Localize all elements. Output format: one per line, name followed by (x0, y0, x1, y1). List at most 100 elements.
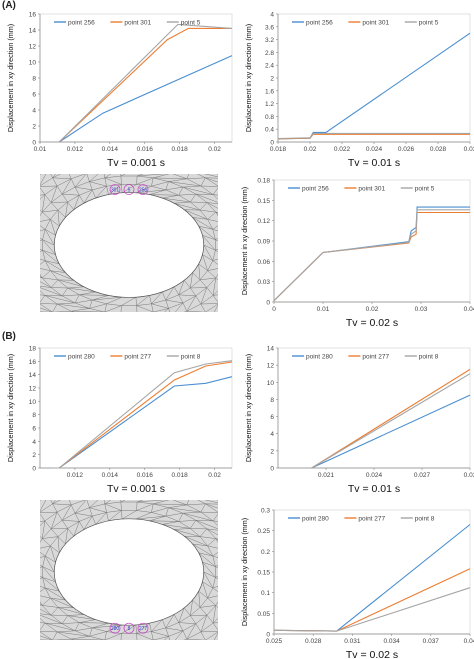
y-tick-label: 8 (270, 397, 274, 404)
y-tick-label: 1.6 (265, 88, 274, 95)
legend-label: point 8 (415, 516, 435, 523)
legend-label: point 277 (358, 516, 385, 523)
chart-a2: 0 0.4 0.8 1.2 1.6 2 2.4 2.8 3.2 3.6 4 0.018 0.02 0.02… (244, 12, 474, 170)
x-tick-label: 0.024 (366, 472, 383, 479)
x-tick-label: 0.02 (208, 146, 221, 153)
legend-label: point 256 (306, 20, 333, 27)
legend-label: point 280 (306, 354, 333, 361)
y-axis-label: Displacement in xy direction (mm) (244, 354, 253, 462)
x-tick-label: 0.02 (304, 146, 317, 153)
x-tick-label: 0.03 (464, 146, 474, 153)
y-tick-label: 2.4 (265, 63, 274, 70)
legend-label: point 280 (302, 516, 329, 523)
plot-area (39, 13, 233, 143)
y-tick-label: 0.09 (257, 239, 270, 246)
y-tick-label: 10 (29, 399, 37, 406)
y-tick-label: 10 (29, 60, 37, 67)
y-tick-label: 2 (32, 452, 36, 459)
y-tick-label: 4 (270, 431, 274, 438)
y-tick-label: 2 (270, 76, 274, 83)
mesh-svg: 280 8 277 (40, 500, 218, 640)
series-line-point-280 (311, 394, 471, 469)
y-tick-label: 0 (266, 300, 270, 307)
node-marker-circle (137, 184, 149, 195)
y-tick-label: 0 (32, 466, 36, 473)
y-tick-label: 14 (29, 372, 37, 379)
chart-a3: 0 0.03 0.06 0.09 0.12 0.15 0.18 0 0.01 0.02 0.03 0.… (240, 178, 474, 330)
x-axis-label: Tv = 0.001 s (107, 483, 165, 495)
hole (53, 518, 205, 626)
x-tick-label: 0.037 (423, 638, 440, 645)
node-marker-label: 301 (111, 187, 120, 193)
x-tick-label: 0.014 (102, 146, 119, 153)
series-line-point-301 (58, 27, 232, 143)
y-tick-label: 12 (267, 363, 275, 370)
plot-area (273, 179, 471, 303)
y-tick-label: 6 (32, 426, 36, 433)
x-tick-label: 0.028 (430, 146, 447, 153)
node-marker-circle (109, 622, 121, 634)
x-tick-label: 0.03 (415, 306, 428, 313)
node-marker-circle (109, 184, 121, 195)
x-tick-label: 0.016 (137, 472, 154, 479)
x-tick-label: 0.024 (366, 146, 383, 153)
y-tick-label: 0.18 (257, 178, 270, 185)
x-axis-label: Tv = 0.02 s (346, 317, 398, 329)
node-marker-label: 8 (128, 626, 131, 632)
y-tick-label: 0.15 (257, 198, 270, 205)
y-tick-label: 6 (32, 92, 36, 99)
node-marker-circle (123, 184, 135, 195)
x-tick-label: 0.025 (266, 638, 283, 645)
y-axis-label: Displacement in xy direction (mm) (240, 187, 249, 295)
chart-a1: 0 2 4 6 8 10 12 14 16 0.01 0.012 0.014 0.016 0.018 0.0… (6, 12, 233, 169)
x-tick-label: 0.018 (171, 146, 188, 153)
node-marker-label: 277 (139, 626, 148, 632)
y-tick-label: 0.05 (257, 611, 270, 618)
mesh-figure-a: 301 5 256 (40, 174, 218, 312)
y-tick-label: 0 (32, 140, 36, 147)
x-tick-label: 0.031 (344, 638, 361, 645)
series-line-point-5 (58, 23, 233, 143)
panel-label-b: (B) (2, 331, 16, 342)
series-line-point-8 (273, 587, 471, 632)
plot-area (39, 347, 233, 469)
x-axis-label: Tv = 0.01 s (348, 157, 400, 169)
y-tick-label: 4 (32, 439, 36, 446)
x-tick-label: 0.012 (67, 472, 84, 479)
node-marker-circle (123, 622, 135, 634)
legend-label: point 256 (302, 186, 329, 193)
x-tick-label: 0.02 (208, 472, 221, 479)
x-tick-label: 0.026 (398, 146, 415, 153)
x-tick-label: 0.012 (67, 146, 84, 153)
x-tick-label: 0.03 (464, 472, 474, 479)
legend-label: point 8 (181, 354, 201, 361)
y-tick-label: 0.3 (261, 508, 270, 515)
y-axis-label: Displacement in xy direction (mm) (6, 24, 15, 132)
node-marker-label: 5 (128, 187, 131, 193)
x-tick-label: 0.04 (464, 638, 474, 645)
y-tick-label: 16 (29, 359, 37, 366)
legend-label: point 5 (181, 20, 201, 27)
y-tick-label: 4 (270, 12, 274, 19)
y-tick-label: 12 (29, 44, 37, 51)
x-tick-label: 0.021 (318, 472, 335, 479)
x-tick-label: 0.04 (464, 306, 474, 313)
x-axis-label: Tv = 0.001 s (107, 157, 165, 169)
node-marker-label: 280 (111, 626, 120, 632)
y-tick-label: 12 (29, 386, 37, 393)
panel-label-a: (A) (2, 0, 16, 11)
x-tick-label: 0.018 (171, 472, 188, 479)
series-line-point-5 (273, 209, 470, 301)
series-line-point-8 (311, 373, 471, 469)
mesh-svg: 301 5 256 (40, 174, 218, 312)
x-tick-label: 0.02 (366, 306, 379, 313)
y-tick-label: 2 (270, 448, 274, 455)
y-tick-label: 0.4 (265, 127, 274, 134)
legend-label: point 5 (415, 186, 435, 193)
y-tick-label: 6 (270, 414, 274, 421)
y-tick-label: 0 (266, 632, 270, 639)
series-line-point-8 (54, 360, 233, 469)
y-tick-label: 0 (270, 140, 274, 147)
y-tick-label: 0.1 (261, 590, 270, 597)
legend-label: point 256 (68, 20, 95, 27)
